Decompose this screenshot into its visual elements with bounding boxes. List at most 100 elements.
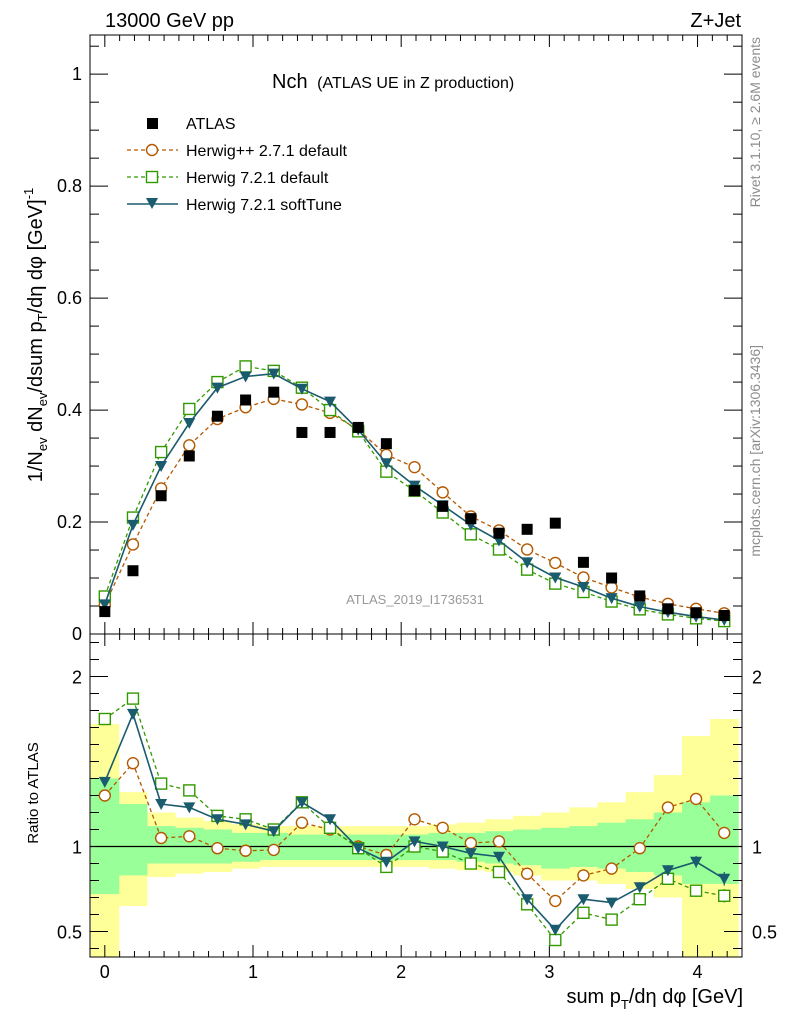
data-point (549, 556, 562, 570)
ratio-point (239, 844, 252, 857)
data-point (549, 517, 561, 529)
ratio-point (661, 801, 675, 814)
y-tick-label: 0 (72, 624, 82, 644)
ratio-point (464, 836, 478, 850)
ratio-point (464, 857, 478, 870)
data-point (295, 383, 308, 395)
stat-band-bin (118, 804, 148, 876)
ratio-point (577, 906, 590, 919)
data-point (296, 426, 308, 438)
data-point (690, 607, 702, 619)
ratio-point (549, 933, 562, 947)
data-point (662, 603, 674, 615)
legend-label-h7-softtune: Herwig 7.2.1 softTune (186, 197, 342, 214)
data-point (380, 458, 393, 470)
data-point (380, 438, 392, 450)
ratio-point (436, 821, 449, 834)
y-tick-label: 0.2 (57, 512, 82, 532)
data-point (126, 519, 139, 531)
data-point (183, 439, 196, 452)
data-point (577, 581, 590, 593)
ratio-point (324, 814, 337, 826)
x-tick-label: 1 (248, 962, 258, 982)
data-point (605, 593, 618, 605)
y-tick-label: 0.8 (57, 176, 82, 196)
data-point (211, 382, 224, 394)
ratio-y-tick-label: 0.5 (57, 923, 82, 943)
ratio-point (492, 851, 505, 863)
legend-label-herwigpp: Herwig++ 2.7.1 default (186, 143, 348, 160)
ratio-point (183, 802, 196, 814)
stat-band-bin (681, 802, 711, 884)
analysis-tag: ATLAS_2019_I1736531 (346, 592, 484, 607)
ratio-y-tick-label-right: 1 (752, 838, 762, 858)
ratio-point (211, 842, 224, 855)
ratio-point (549, 894, 562, 908)
ratio-point (492, 865, 506, 879)
data-point (352, 421, 364, 433)
stat-band-bin (653, 812, 683, 876)
ratio-point (352, 843, 365, 855)
x-tick-label: 3 (544, 962, 554, 982)
data-point (239, 371, 252, 383)
y-tick-label: 0.6 (57, 288, 82, 308)
ratio-point (183, 830, 196, 843)
data-point (577, 571, 590, 584)
ratio-point (718, 826, 731, 840)
plot-title-main: Nch (272, 71, 308, 93)
ratio-y-tick-label: 2 (72, 668, 82, 688)
ratio-point (577, 869, 590, 882)
series-atlas (99, 386, 730, 622)
ratio-point (98, 712, 112, 726)
ratio-point (549, 924, 562, 936)
stat-band-bin (541, 827, 570, 869)
data-point (549, 572, 562, 584)
x-tick-label: 4 (693, 962, 703, 982)
data-point (295, 398, 309, 411)
y-tick-label: 0.4 (57, 400, 82, 420)
ratio-point (689, 792, 703, 806)
ratio-point (126, 708, 139, 720)
ratio-point (183, 784, 196, 797)
ratio-point (521, 894, 534, 906)
ratio-point (408, 836, 421, 848)
ratio-point (464, 848, 477, 860)
y-tick-label: 1 (72, 64, 82, 84)
data-point (183, 402, 196, 416)
ratio-point (605, 897, 618, 909)
data-point (437, 500, 449, 512)
ratio-panel: 0 1 2 3 4 0.5 0.5 1 1 2 2 (57, 633, 777, 982)
data-point (520, 543, 534, 556)
data-point (154, 445, 168, 459)
data-point (268, 386, 280, 398)
series-herwig-2-7-1-default (98, 392, 731, 620)
data-point (605, 581, 618, 594)
ratio-point (211, 814, 224, 826)
x-axis-label: sum pT/dη dφ [GeV] (566, 986, 743, 1012)
ratio-y-tick-label-right: 0.5 (752, 923, 777, 943)
data-point (409, 485, 421, 497)
data-point (324, 396, 337, 408)
data-point (493, 527, 505, 539)
data-point (183, 417, 196, 429)
ratio-point (661, 865, 674, 877)
data-point (465, 513, 477, 525)
legend-label-atlas: ATLAS (186, 116, 236, 133)
data-point (718, 610, 730, 622)
header-process-label: Z+Jet (690, 10, 741, 32)
ratio-point (154, 777, 168, 790)
legend: ATLAS Herwig++ 2.7.1 default Herwig 7.2.… (127, 116, 348, 214)
ratio-point (633, 842, 646, 855)
legend-marker-herwigpp (145, 143, 159, 157)
ratio-point (718, 889, 731, 902)
ratio-point (267, 826, 280, 838)
ratio-point (126, 692, 140, 705)
stat-band-bin (710, 795, 739, 884)
ratio-point (239, 819, 252, 831)
data-point (408, 460, 421, 474)
data-point (155, 461, 168, 473)
x-tick-label: 2 (396, 962, 406, 982)
ratio-y-tick-label-right: 2 (752, 668, 762, 688)
data-point (521, 523, 533, 535)
